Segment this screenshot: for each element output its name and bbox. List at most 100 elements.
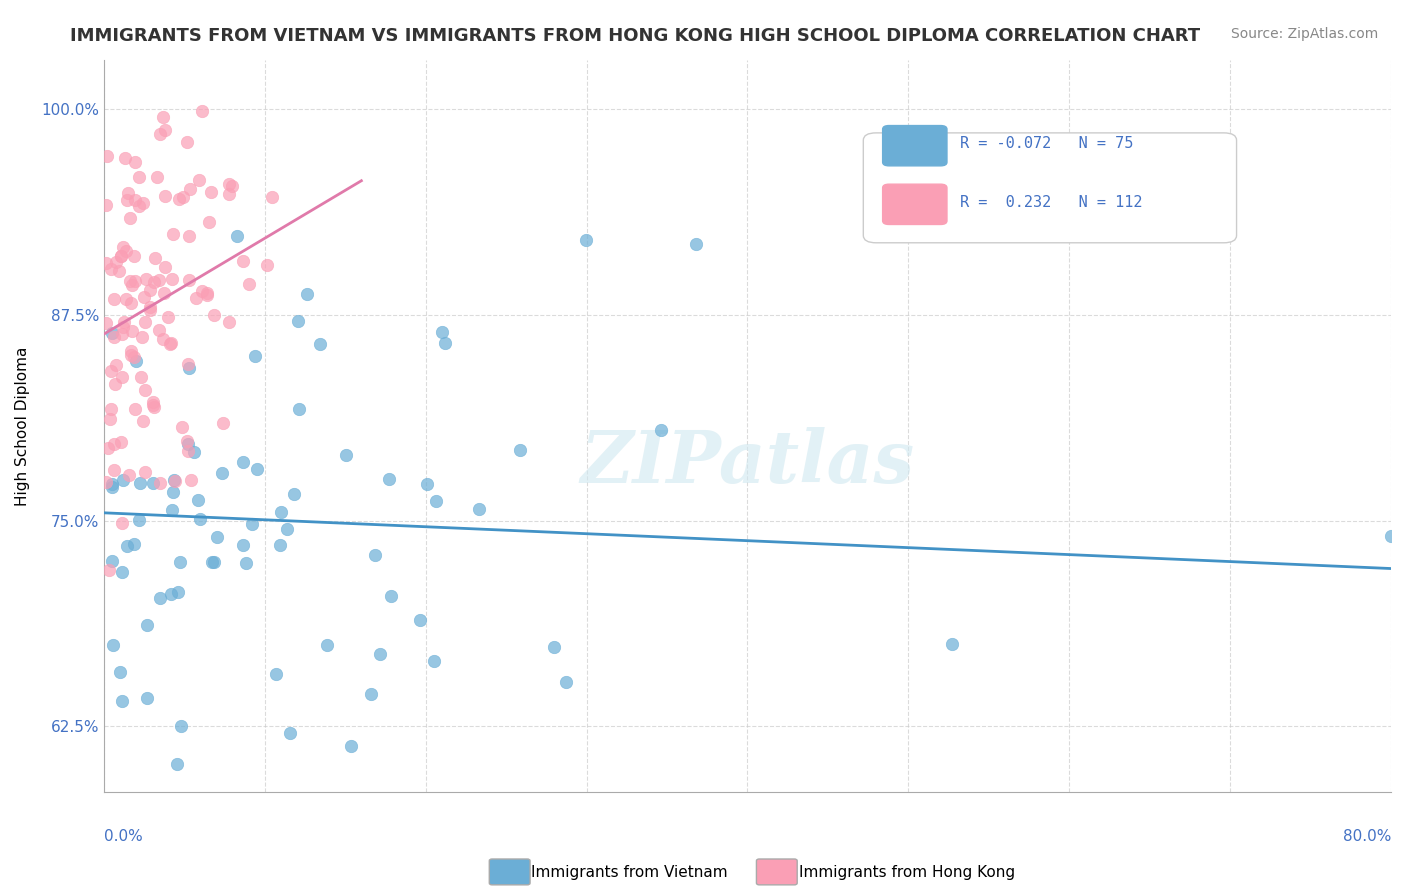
- Text: 0.0%: 0.0%: [104, 829, 143, 844]
- Point: [128, 199, 150, 213]
- Point: [94, 256, 117, 270]
- Point: [433, 336, 456, 351]
- Point: [179, 182, 201, 196]
- Point: [340, 739, 363, 753]
- Point: [143, 251, 166, 265]
- Point: [97, 441, 120, 455]
- Point: [120, 296, 142, 310]
- Point: [155, 122, 177, 136]
- Point: [167, 192, 190, 206]
- Point: [165, 474, 187, 488]
- Point: [112, 315, 135, 329]
- Point: [218, 186, 240, 201]
- Point: [270, 504, 292, 518]
- Point: [128, 513, 150, 527]
- Point: [120, 348, 142, 362]
- Point: [162, 227, 184, 242]
- Point: [114, 151, 136, 165]
- Point: [122, 249, 145, 263]
- Point: [143, 276, 166, 290]
- Point: [131, 330, 153, 344]
- Point: [101, 476, 124, 491]
- Point: [188, 173, 211, 187]
- Point: [283, 487, 305, 501]
- Point: [103, 437, 125, 451]
- Point: [103, 638, 125, 652]
- Point: [139, 283, 162, 297]
- Point: [160, 503, 183, 517]
- Point: [101, 480, 124, 494]
- Point: [117, 186, 139, 200]
- FancyBboxPatch shape: [863, 133, 1236, 243]
- Point: [232, 538, 254, 552]
- Point: [183, 444, 205, 458]
- Point: [122, 350, 145, 364]
- Point: [1379, 528, 1402, 542]
- Text: R = -0.072   N = 75: R = -0.072 N = 75: [960, 136, 1133, 152]
- Point: [108, 665, 131, 679]
- Point: [211, 416, 233, 430]
- Point: [218, 315, 240, 329]
- Point: [128, 169, 150, 184]
- Point: [121, 278, 143, 293]
- Point: [94, 198, 117, 212]
- Point: [142, 400, 165, 414]
- Point: [105, 255, 128, 269]
- Point: [153, 260, 176, 275]
- Point: [278, 726, 301, 740]
- Point: [110, 249, 132, 263]
- Point: [115, 244, 138, 258]
- Point: [650, 423, 672, 437]
- Point: [169, 556, 191, 570]
- Point: [269, 538, 291, 552]
- Point: [103, 330, 125, 344]
- Point: [101, 553, 124, 567]
- Point: [129, 370, 152, 384]
- Point: [177, 273, 200, 287]
- Point: [100, 402, 122, 417]
- Point: [159, 336, 181, 351]
- Point: [177, 357, 200, 371]
- Point: [157, 310, 180, 325]
- Point: [132, 196, 155, 211]
- Point: [115, 194, 138, 208]
- Point: [172, 420, 194, 434]
- Point: [139, 302, 162, 317]
- Point: [104, 376, 127, 391]
- Point: [240, 516, 263, 531]
- Point: [166, 756, 188, 771]
- Point: [205, 530, 228, 544]
- Point: [134, 465, 156, 479]
- Point: [226, 229, 249, 244]
- Y-axis label: High School Diploma: High School Diploma: [15, 346, 30, 506]
- Point: [425, 493, 447, 508]
- Point: [108, 264, 131, 278]
- Point: [111, 473, 134, 487]
- Point: [416, 477, 439, 491]
- Point: [316, 638, 339, 652]
- Point: [153, 189, 176, 203]
- Point: [200, 185, 222, 199]
- Point: [159, 587, 181, 601]
- Point: [218, 177, 240, 191]
- Point: [135, 617, 157, 632]
- Point: [170, 719, 193, 733]
- Point: [117, 468, 139, 483]
- Point: [360, 687, 382, 701]
- Point: [110, 326, 132, 341]
- Point: [335, 448, 357, 462]
- Point: [128, 475, 150, 490]
- Point: [104, 358, 127, 372]
- Point: [103, 293, 125, 307]
- Point: [124, 401, 146, 416]
- Point: [132, 414, 155, 428]
- Point: [409, 613, 432, 627]
- Point: [235, 556, 257, 570]
- Point: [232, 254, 254, 268]
- Point: [149, 127, 172, 141]
- Point: [142, 398, 165, 412]
- Point: [509, 443, 531, 458]
- Point: [96, 149, 118, 163]
- Point: [134, 315, 156, 329]
- Point: [232, 455, 254, 469]
